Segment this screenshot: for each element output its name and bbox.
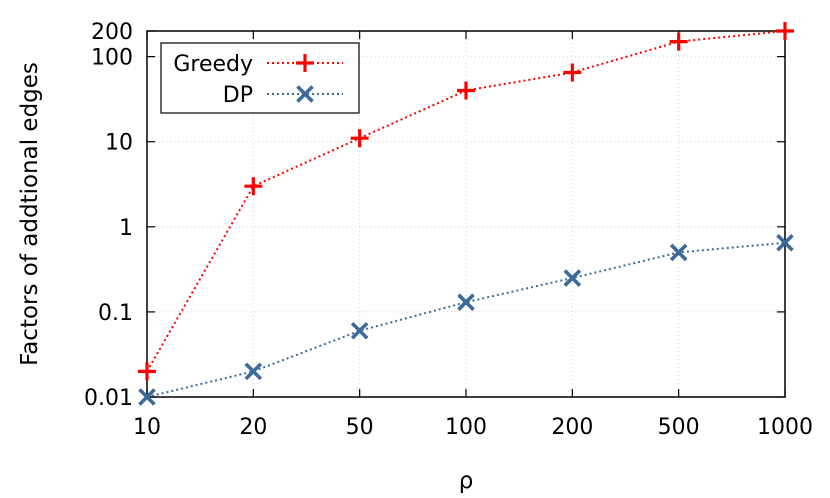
cross-marker bbox=[457, 293, 475, 311]
legend-label: Greedy bbox=[173, 52, 253, 77]
cross-marker bbox=[296, 85, 314, 103]
plus-marker bbox=[563, 63, 582, 82]
plus-marker bbox=[244, 177, 263, 196]
plus-marker bbox=[669, 32, 688, 51]
cross-marker bbox=[350, 322, 369, 340]
y-tick-label: 0.01 bbox=[84, 386, 133, 411]
legend-label: DP bbox=[223, 83, 253, 108]
legend: Greedy DP bbox=[160, 42, 360, 114]
x-tick-label: 200 bbox=[551, 415, 593, 440]
x-tick-label: 1000 bbox=[757, 415, 813, 440]
x-tick-label: 500 bbox=[658, 415, 700, 440]
x-tick-label: 50 bbox=[346, 415, 374, 440]
y-tick-label: 10 bbox=[105, 131, 133, 156]
cross-marker bbox=[138, 388, 156, 406]
plus-marker bbox=[776, 22, 794, 40]
series-layer bbox=[138, 22, 794, 406]
series-greedy bbox=[138, 22, 794, 381]
cross-marker bbox=[776, 233, 794, 252]
x-tick-label: 10 bbox=[133, 415, 161, 440]
plus-marker bbox=[296, 54, 314, 72]
cross-marker bbox=[244, 362, 263, 381]
x-tick-label: 20 bbox=[239, 415, 267, 440]
y-tick-label: 1 bbox=[119, 216, 133, 241]
legend-box bbox=[160, 42, 360, 114]
plus-marker bbox=[457, 81, 475, 100]
series-dp bbox=[138, 233, 794, 406]
x-axis: 10 20 50 100 200 500 1000 bbox=[133, 31, 813, 440]
cross-marker bbox=[669, 243, 688, 262]
y-tick-label: 200 bbox=[91, 20, 133, 45]
x-tick-label: 100 bbox=[445, 415, 487, 440]
x-axis-title: ρ bbox=[459, 468, 474, 494]
plus-marker bbox=[350, 129, 369, 148]
y-tick-label: 0.1 bbox=[98, 301, 133, 326]
cross-marker bbox=[563, 269, 582, 287]
y-axis-title: Factors of addtional edges bbox=[17, 62, 43, 366]
y-tick-label: 100 bbox=[91, 46, 133, 71]
plus-marker bbox=[138, 362, 156, 381]
